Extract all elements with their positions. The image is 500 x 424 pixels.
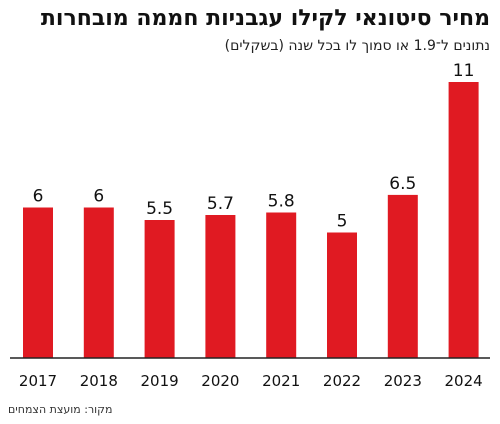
bar-2024 — [448, 82, 479, 358]
bar-2023 — [387, 194, 418, 358]
bar-2022 — [327, 232, 357, 358]
source-note: מקור: מועצת הצמחים — [8, 403, 113, 416]
bar-2021 — [266, 212, 297, 358]
value-label-2020: 5.7 — [207, 194, 234, 214]
x-tick-label-2023: 2023 — [384, 372, 422, 390]
chart-title: מחיר סיטונאי לקילו עגבניות חממה מובחרות — [40, 6, 490, 31]
x-tick-label-2024: 2024 — [445, 372, 483, 390]
x-tick-label-2019: 2019 — [141, 372, 179, 390]
x-tick-label-2021: 2021 — [262, 372, 300, 390]
value-label-2019: 5.5 — [146, 199, 173, 219]
x-tick-label-2017: 2017 — [19, 372, 57, 390]
value-labels-group: 6 6 5.5 5.7 5.8 5 6.5 11 — [33, 61, 475, 232]
x-tick-labels-group: 2017 2018 2019 2020 2021 2022 2023 2024 — [19, 372, 483, 390]
value-label-2023: 6.5 — [389, 174, 416, 194]
x-tick-label-2022: 2022 — [323, 372, 361, 390]
value-label-2021: 5.8 — [268, 192, 295, 212]
value-label-2018: 6 — [93, 187, 104, 207]
bar-2017 — [23, 207, 53, 358]
bar-2020 — [205, 215, 236, 358]
x-tick-label-2020: 2020 — [201, 372, 239, 390]
value-label-2022: 5 — [337, 212, 348, 232]
bar-2018 — [83, 207, 114, 358]
chart-subtitle: נתונים ל־1.9 או סמוך לו בכל שנה (בשקלים) — [224, 38, 490, 54]
bars-group — [23, 82, 479, 358]
x-tick-label-2018: 2018 — [80, 372, 118, 390]
bar-2019 — [144, 220, 175, 358]
value-label-2024: 11 — [453, 61, 475, 81]
value-label-2017: 6 — [33, 187, 44, 207]
